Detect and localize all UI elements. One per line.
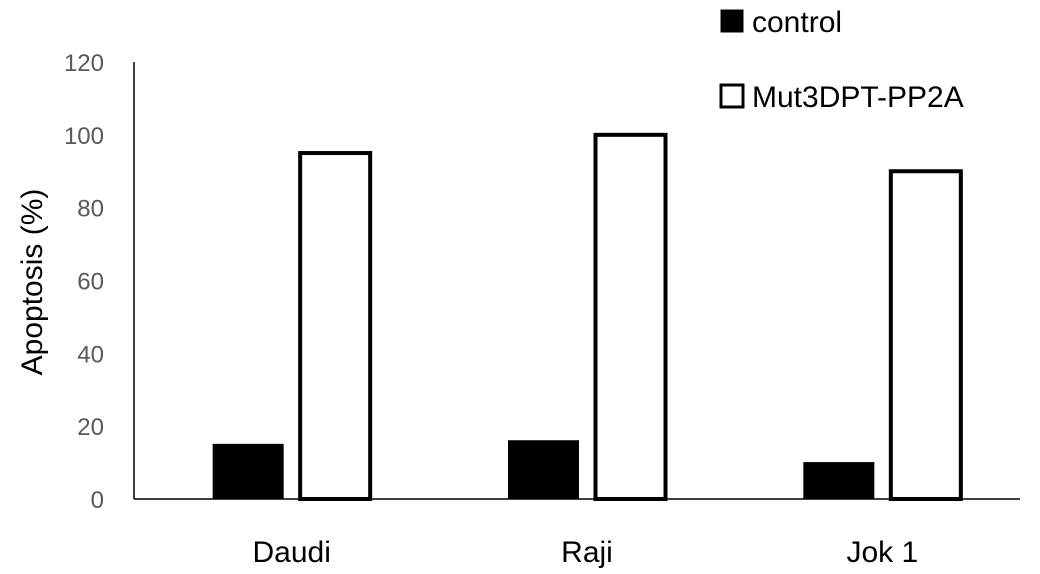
bar-control-jok-1 [804, 463, 874, 499]
category-labels: Daudi Raji Jok 1 [252, 536, 918, 569]
y-axis-label: Apoptosis (%) [16, 189, 49, 376]
y-tick-label: 0 [91, 487, 104, 514]
y-tick-label: 80 [77, 196, 104, 223]
legend-label-mut3dpt-pp2a: Mut3DPT-PP2A [752, 81, 964, 114]
y-tick-label: 60 [77, 269, 104, 296]
bar-mut3dpt-pp2a-raji [596, 135, 666, 499]
axes [134, 62, 1020, 499]
bar-control-raji [509, 441, 579, 499]
y-tick-label: 40 [77, 341, 104, 368]
category-label: Daudi [252, 536, 330, 569]
bar-mut3dpt-pp2a-jok-1 [891, 171, 961, 499]
category-label: Raji [561, 536, 613, 569]
legend-label-control: control [752, 6, 842, 39]
legend: control Mut3DPT-PP2A [721, 6, 964, 114]
legend-swatch-mut3dpt-pp2a [721, 85, 743, 107]
bar-control-daudi [213, 444, 283, 499]
bar-mut3dpt-pp2a-daudi [300, 153, 370, 499]
bars [213, 135, 961, 499]
y-tick-labels: 0 20 40 60 80 100 120 [64, 50, 104, 514]
y-tick-label: 20 [77, 414, 104, 441]
y-tick-label: 100 [64, 123, 104, 150]
category-label: Jok 1 [846, 536, 918, 569]
legend-swatch-control [721, 10, 743, 32]
y-tick-label: 120 [64, 50, 104, 77]
